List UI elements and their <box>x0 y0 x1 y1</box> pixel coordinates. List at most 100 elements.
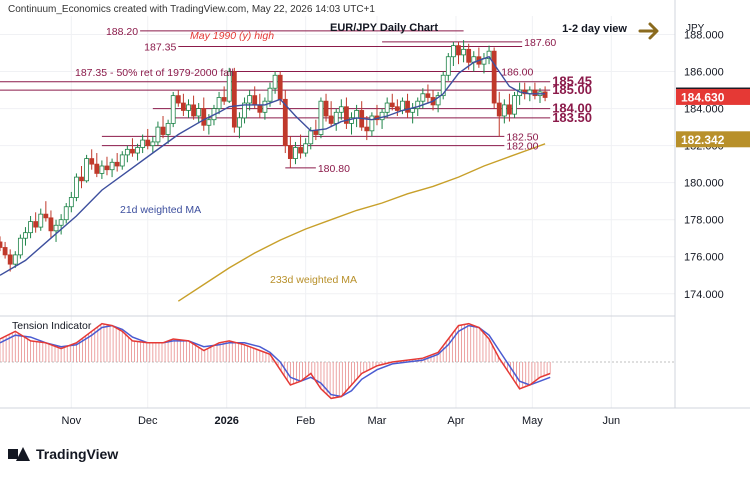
candle-body <box>425 93 431 98</box>
candle-body <box>119 154 125 167</box>
candle-body <box>420 93 426 102</box>
arrow-right-icon <box>638 22 659 40</box>
chart-title: EUR/JPY Daily Chart <box>330 22 438 34</box>
candle-body <box>349 117 354 124</box>
candle-body <box>318 100 324 135</box>
price-axis[interactable]: 174.000176.000178.000180.000182.000184.0… <box>674 0 724 408</box>
candle-body <box>150 141 156 147</box>
candle-body <box>2 247 8 256</box>
candle-body <box>175 95 181 104</box>
candle-body <box>486 50 492 59</box>
candle-body <box>33 221 39 228</box>
price-tick-label: 180.000 <box>684 178 724 190</box>
currency-label: JPY <box>686 23 705 34</box>
level-label: 187.60 <box>524 37 556 49</box>
candle-body <box>17 237 23 256</box>
candle-body <box>252 95 258 106</box>
candle-body <box>221 97 227 102</box>
candle-body <box>410 108 416 113</box>
candle-body <box>206 119 212 126</box>
price-tick-label: 176.000 <box>684 252 724 264</box>
candle-body <box>532 89 538 97</box>
tradingview-logo[interactable]: TradingView <box>8 446 118 462</box>
candle-body <box>466 48 472 63</box>
candle-body <box>507 104 512 115</box>
candle-body <box>114 161 120 167</box>
ma21-series <box>0 55 546 276</box>
ma21-line <box>0 55 546 276</box>
time-axis[interactable]: Nov Dec 2026 Feb Mar Apr May Jun <box>0 407 750 427</box>
candle-body <box>94 163 100 174</box>
candle-body <box>160 126 166 135</box>
candle-body <box>68 197 74 208</box>
candle-body <box>501 104 507 117</box>
level-label: 183.50 <box>552 110 592 125</box>
price-tag <box>676 88 750 105</box>
annotation-may-1990-high: May 1990 (y) high <box>190 30 274 42</box>
ma233-series <box>177 143 546 302</box>
candle-body <box>461 48 466 56</box>
candle-body <box>53 224 59 232</box>
candle-body <box>104 165 110 171</box>
price-tick-label: 184.000 <box>684 104 724 116</box>
candle-body <box>308 130 314 145</box>
time-tick-label: Nov <box>62 415 82 427</box>
candle-body <box>89 158 95 165</box>
candle-body <box>226 71 232 102</box>
level-label: 182.50 <box>506 131 538 143</box>
candle-body <box>99 165 105 174</box>
candle-body <box>84 158 90 182</box>
candle-body <box>237 117 242 128</box>
candle-body <box>415 100 421 109</box>
candle-body <box>242 102 247 119</box>
candle-body <box>277 74 283 100</box>
candle-body <box>491 50 497 104</box>
candle-body <box>303 143 309 154</box>
tradingview-brand: TradingView <box>36 446 119 462</box>
candle-body <box>298 147 303 154</box>
candle-body <box>400 100 405 111</box>
tension-slow-line <box>0 324 551 398</box>
candle-body <box>379 111 385 121</box>
candle-body <box>140 139 146 148</box>
candle-body <box>186 104 191 111</box>
candle-body <box>191 104 196 117</box>
time-tick-label: Mar <box>368 415 387 427</box>
candle-body <box>450 45 456 58</box>
candle-body <box>257 104 263 113</box>
ma21-label: 21d weighted MA <box>120 204 201 216</box>
level-label: 186.00 <box>501 67 533 79</box>
candle-body <box>287 145 293 159</box>
level-label: 185.45 <box>552 74 592 89</box>
candle-body <box>23 232 28 239</box>
candle-body <box>512 95 517 115</box>
candle-body <box>542 91 548 98</box>
candle-body <box>328 115 334 124</box>
ma233-label: 233d weighted MA <box>270 274 357 286</box>
candle-body <box>63 206 69 221</box>
price-tick-label: 186.000 <box>684 67 724 79</box>
candle-body <box>135 147 140 154</box>
candle-body <box>196 108 202 117</box>
candle-body <box>38 213 44 228</box>
candle-body <box>445 56 451 76</box>
candle-body <box>293 147 298 159</box>
time-tick-label: Jun <box>602 415 620 427</box>
candle-body <box>0 241 3 248</box>
candle-body <box>155 126 161 143</box>
candle-body <box>109 161 115 171</box>
candle-body <box>201 108 207 126</box>
candle-body <box>354 110 360 119</box>
candle-body <box>28 221 33 234</box>
candle-body <box>180 102 186 111</box>
candle-body <box>333 111 339 124</box>
candle-body <box>247 95 253 104</box>
time-tick-label: Dec <box>138 415 158 427</box>
candle-body <box>384 102 390 113</box>
candle-body <box>79 176 84 182</box>
level-label: 187.35 <box>144 42 176 54</box>
candle-body <box>262 100 268 113</box>
level-label: 180.80 <box>318 163 350 175</box>
